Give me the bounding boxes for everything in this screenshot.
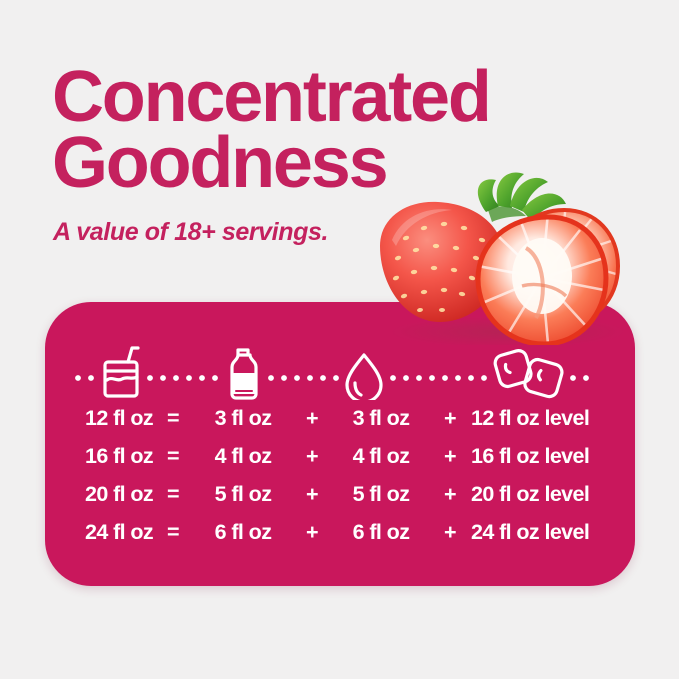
headline-line-1: Concentrated bbox=[52, 57, 492, 137]
bottle-icon bbox=[230, 348, 258, 400]
icon-strip bbox=[45, 338, 635, 400]
cell-water: 4 fl oz bbox=[352, 444, 410, 468]
cell-water: 6 fl oz bbox=[352, 520, 410, 544]
cell-plus: + bbox=[306, 406, 319, 430]
page-title: Concentrated Goodness bbox=[52, 61, 652, 204]
cell-plus: + bbox=[444, 520, 457, 544]
table-row: 24 fl oz = 6 fl oz + 6 fl oz + 24 fl oz … bbox=[45, 520, 635, 558]
cell-water: 5 fl oz bbox=[352, 482, 410, 506]
dotted-connector-line bbox=[75, 375, 589, 381]
cell-equals: = bbox=[167, 520, 180, 544]
table-row: 16 fl oz = 4 fl oz + 4 fl oz + 16 fl oz … bbox=[45, 444, 635, 482]
headline-line-2: Goodness bbox=[52, 123, 389, 204]
cell-plus: + bbox=[306, 482, 319, 506]
cell-plus: + bbox=[306, 520, 319, 544]
cell-plus: + bbox=[306, 444, 319, 468]
dilution-card: 12 fl oz = 3 fl oz + 3 fl oz + 12 fl oz … bbox=[45, 302, 635, 586]
cell-water: 3 fl oz bbox=[352, 406, 410, 430]
cell-equals: = bbox=[167, 406, 180, 430]
cell-amount: 12 fl oz bbox=[85, 406, 154, 430]
cell-amount: 24 fl oz bbox=[85, 520, 154, 544]
cell-concentrate: 4 fl oz bbox=[214, 444, 272, 468]
cell-plus: + bbox=[444, 482, 457, 506]
table-row: 12 fl oz = 3 fl oz + 3 fl oz + 12 fl oz … bbox=[45, 406, 635, 444]
cell-ice: 20 fl oz level bbox=[471, 482, 590, 506]
table-row: 20 fl oz = 5 fl oz + 5 fl oz + 20 fl oz … bbox=[45, 482, 635, 520]
ice-cubes-icon bbox=[493, 349, 564, 399]
cell-plus: + bbox=[444, 444, 457, 468]
cup-with-straw-icon bbox=[103, 346, 140, 398]
cell-ice: 16 fl oz level bbox=[471, 444, 590, 468]
cell-equals: = bbox=[167, 444, 180, 468]
subtitle: A value of 18+ servings. bbox=[53, 218, 329, 246]
cell-plus: + bbox=[444, 406, 457, 430]
cell-concentrate: 6 fl oz bbox=[214, 520, 272, 544]
water-drop-icon bbox=[345, 353, 383, 400]
cell-ice: 24 fl oz level bbox=[471, 520, 590, 544]
cell-equals: = bbox=[167, 482, 180, 506]
cell-amount: 16 fl oz bbox=[85, 444, 154, 468]
cell-concentrate: 5 fl oz bbox=[214, 482, 272, 506]
cell-concentrate: 3 fl oz bbox=[214, 406, 272, 430]
dilution-table: 12 fl oz = 3 fl oz + 3 fl oz + 12 fl oz … bbox=[45, 406, 635, 558]
cell-amount: 20 fl oz bbox=[85, 482, 154, 506]
cell-ice: 12 fl oz level bbox=[471, 406, 590, 430]
